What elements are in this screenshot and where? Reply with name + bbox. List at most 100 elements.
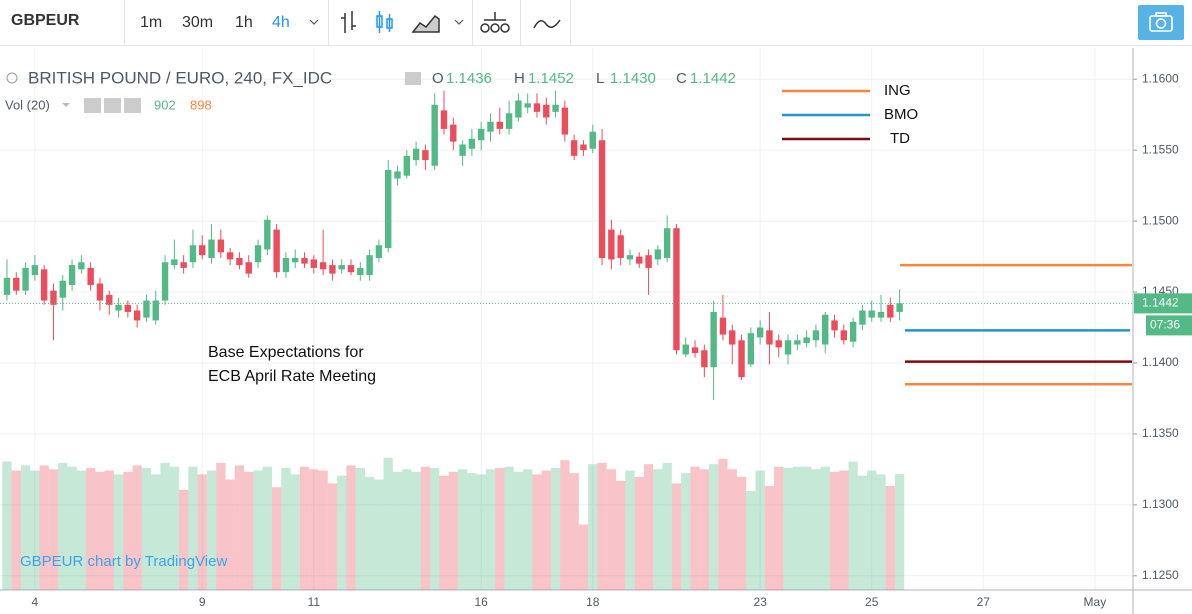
candle-body [524, 103, 531, 108]
candle-body [831, 320, 838, 331]
x-tick-label: 9 [199, 595, 206, 609]
volume-bar [327, 483, 338, 590]
candle-body [329, 265, 336, 274]
candle-body [152, 300, 159, 321]
interval-button[interactable]: 30m [182, 14, 214, 31]
chart-title: BRITISH POUND / EURO, 240, FX_IDC [28, 68, 332, 87]
candle-body [189, 245, 197, 263]
candle-body [217, 239, 225, 253]
x-tick-label: 18 [586, 595, 600, 609]
volume-bar [234, 465, 245, 590]
dropdown [62, 103, 70, 107]
x-tick-label: 25 [865, 595, 879, 609]
volume-bar [439, 475, 449, 590]
volume-bar [206, 470, 217, 590]
volume-title: Vol (20) [5, 97, 50, 112]
candle-body [803, 337, 810, 344]
candle-body [617, 235, 624, 258]
volume-bar [671, 483, 682, 590]
volume-bar [58, 462, 68, 590]
candle-body [282, 257, 290, 273]
candle-body [22, 267, 29, 291]
collapse-icon [6, 72, 18, 84]
chart: 4 9 11 16 18 23 25 27 May 1.1250 1.1300 1.1350 1.140… [0, 48, 1192, 614]
symbol[interactable]: GBPEUR [11, 12, 80, 29]
volume-bar [355, 467, 365, 590]
ohlc-key: O [432, 70, 444, 87]
compare-icon[interactable] [530, 8, 566, 38]
volume-bar [20, 465, 31, 590]
candle-body [40, 269, 48, 301]
volume-bar [262, 466, 272, 590]
candle-body [403, 155, 411, 176]
volume-bar [523, 469, 533, 590]
volume-bar [374, 479, 384, 590]
candle-body [794, 340, 801, 345]
volume-bar [588, 464, 598, 590]
candle-body [691, 347, 699, 354]
candle-body [719, 317, 727, 335]
volume-bar [829, 471, 840, 590]
volume-bar [764, 485, 775, 590]
candle-body [543, 104, 550, 118]
separator [520, 0, 521, 46]
volume-bar [430, 467, 440, 590]
volume-bar [271, 487, 282, 590]
candle-body [264, 219, 271, 250]
candle-body [366, 255, 373, 276]
volume-icon [104, 98, 121, 113]
volume-bar [151, 474, 161, 590]
candle-body [208, 239, 215, 258]
candle-body [180, 262, 187, 268]
y-tick-label: 1.1600 [1142, 71, 1179, 85]
interval-button[interactable]: 4h [272, 14, 290, 31]
candle-body [375, 245, 383, 258]
volume-bar [392, 471, 403, 590]
volume-bar [699, 469, 709, 590]
candle-body [887, 304, 894, 318]
candle-body [756, 327, 764, 338]
volume-bar [634, 476, 644, 590]
candle-body [487, 121, 494, 132]
candle-body [87, 267, 94, 285]
volume-bar [123, 471, 133, 590]
volume-bar [550, 467, 561, 590]
candle-body [552, 104, 559, 112]
snapshot-button[interactable] [1138, 5, 1184, 40]
volume-bar [457, 469, 468, 590]
x-tick-label: 23 [753, 595, 767, 609]
toolbar: GBPEUR 1m 30m 1h 4h [0, 0, 1192, 46]
candle-body [394, 171, 401, 179]
candle-body [663, 228, 671, 258]
volume-value: 902 [154, 97, 176, 112]
countdown: 07:36 [1150, 318, 1180, 332]
x-tick-label: 27 [977, 595, 991, 609]
volume-bar [811, 469, 821, 590]
annotation: ECB April Rate Meeting [208, 368, 376, 385]
legend-label: TD [890, 130, 910, 147]
interval-button[interactable]: 1m [140, 14, 163, 31]
candle-body [636, 256, 643, 264]
candle-body [422, 150, 429, 161]
candle-body [877, 311, 885, 318]
interval-button[interactable]: 1h [235, 14, 253, 31]
volume-bar [132, 465, 142, 590]
y-tick-label: 1.1350 [1142, 426, 1179, 440]
candle-body [3, 277, 11, 295]
ohlc-value: 1.1452 [528, 70, 574, 87]
countdown-box [1146, 315, 1192, 336]
legend-label: ING [884, 82, 911, 99]
volume-bar [39, 465, 49, 590]
volume-bar [188, 466, 198, 590]
candle-body [812, 330, 820, 341]
ohlc-value: 1.1436 [446, 70, 492, 87]
dropdown[interactable] [272, 8, 322, 38]
chart-style-icons[interactable] [335, 8, 475, 38]
candle-body [50, 290, 57, 305]
volume-bar [783, 467, 793, 590]
volume-bar [216, 462, 226, 590]
indicators-icon[interactable] [478, 8, 514, 38]
candle-body [226, 252, 234, 260]
candle-body [533, 103, 541, 112]
volume-bar [820, 466, 830, 590]
